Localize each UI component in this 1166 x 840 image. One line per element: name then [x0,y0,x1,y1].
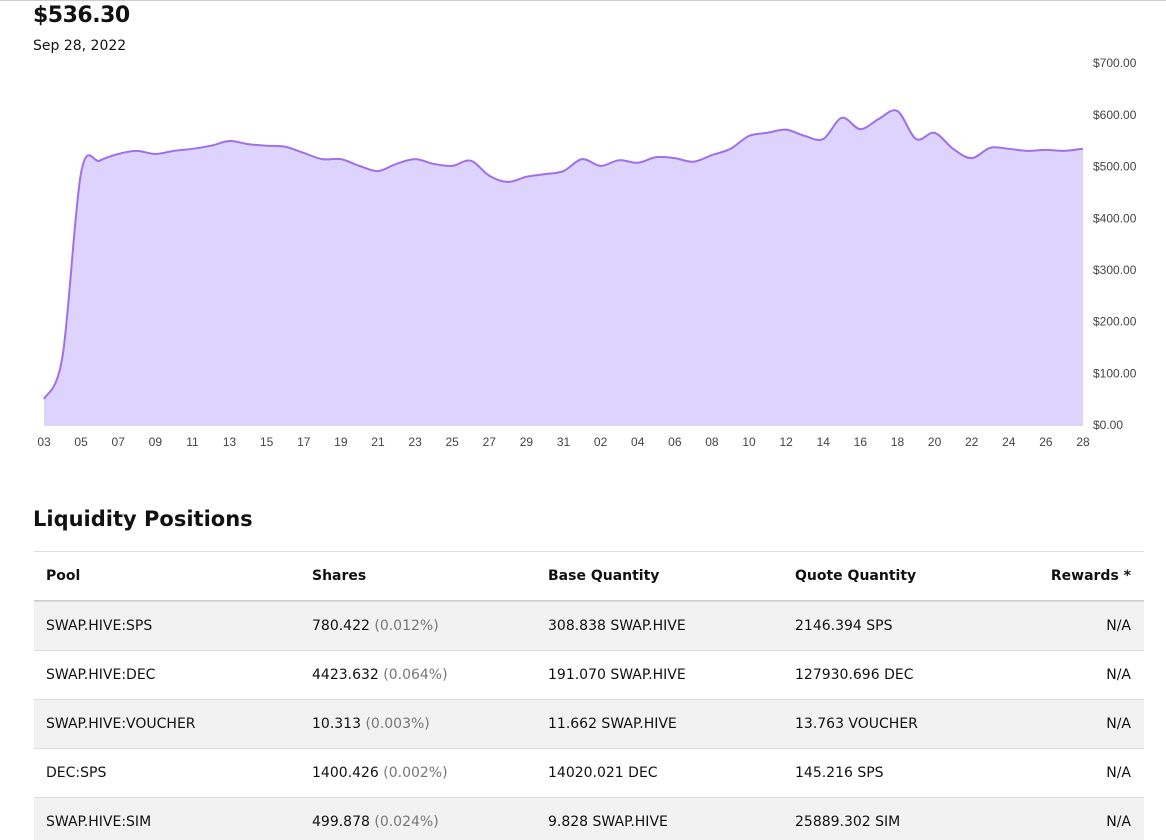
quote-cell: 2146.394 SPS [795,618,893,634]
rewards-cell: N/A [1106,814,1131,830]
x-tick-label: 25 [445,435,459,449]
x-tick-label: 17 [297,435,311,449]
area [44,110,1083,427]
pool-cell: SWAP.HIVE:SPS [46,618,153,634]
chart: $0.00 $100.00 $200.00 $300.00 $400.00 $500.00… [37,56,1137,449]
y-tick-label: $700.00 [1093,56,1137,70]
y-tick-label: $100.00 [1093,366,1137,380]
shares-percent: (0.012%) [374,618,439,634]
x-tick-label: 05 [74,435,88,449]
x-tick-label: 27 [483,435,497,449]
shares-percent: (0.064%) [383,667,448,683]
x-tick-label: 15 [260,435,274,449]
y-tick-label: $500.00 [1093,160,1137,174]
x-tick-label: 23 [408,435,422,449]
table-row: SWAP.HIVE:DEC 4423.632 (0.064%) 191.070 SW… [34,650,1144,699]
x-tick-label: 31 [557,435,571,449]
shares-value: 10.313 [312,716,361,732]
y-tick-label: $0.00 [1093,418,1123,432]
column-header: Shares [312,568,367,584]
x-tick-label: 14 [817,435,831,449]
current-value: $536.30 [33,3,130,28]
base-cell: 191.070 SWAP.HIVE [548,667,686,683]
column-header: Base Quantity [548,568,660,584]
shares-cell: 1400.426 (0.002%) [312,749,448,798]
column-header: Pool [46,568,81,584]
shares-value: 499.878 [312,814,370,830]
base-cell: 308.838 SWAP.HIVE [548,618,686,634]
table-row: SWAP.HIVE:VOUCHER 10.313 (0.003%) 11.662 S… [34,699,1144,748]
current-date: Sep 28, 2022 [33,38,127,54]
x-tick-label: 04 [631,435,645,449]
rewards-cell: N/A [1106,667,1131,683]
x-tick-label: 19 [334,435,348,449]
header-row: Pool Shares Base Quantity Quote Quantity Rew… [34,551,1144,601]
x-tick-label: 02 [594,435,608,449]
rewards-cell: N/A [1106,765,1131,781]
x-tick-label: 28 [1076,435,1090,449]
shares-cell: 499.878 (0.024%) [312,798,439,840]
shares-percent: (0.002%) [383,765,448,781]
quote-cell: 13.763 VOUCHER [795,716,918,732]
column-header: Rewards * [1050,568,1131,584]
x-tick-label: 06 [668,435,682,449]
rewards-cell: N/A [1106,716,1131,732]
pool-cell: SWAP.HIVE:DEC [46,667,156,683]
y-tick-label: $400.00 [1093,211,1137,225]
shares-value: 780.422 [312,618,370,634]
shares-value: 4423.632 [312,667,379,683]
section-title: Liquidity Positions [33,507,253,531]
table-row: SWAP.HIVE:SPS 780.422 (0.012%) 308.838 SWA… [34,601,1144,650]
base-cell: 11.662 SWAP.HIVE [548,716,677,732]
quote-cell: 25889.302 SIM [795,814,901,830]
positions-table: Pool Shares Base Quantity Quote Quantity Rew… [34,551,1144,840]
quote-cell: 145.216 SPS [795,765,884,781]
x-tick-label: 12 [779,435,793,449]
shares-cell: 10.313 (0.003%) [312,700,430,749]
pool-cell: DEC:SPS [46,765,107,781]
x-tick-label: 13 [223,435,237,449]
x-tick-label: 07 [112,435,126,449]
shares-cell: 4423.632 (0.064%) [312,651,448,700]
x-tick-label: 20 [928,435,942,449]
x-tick-label: 11 [186,435,199,449]
x-tick-label: 18 [891,435,905,449]
x-tick-label: 16 [854,435,868,449]
shares-value: 1400.426 [312,765,379,781]
x-tick-label: 03 [37,435,51,449]
shares-percent: (0.024%) [374,814,439,830]
shares-cell: 780.422 (0.012%) [312,602,439,651]
base-cell: 9.828 SWAP.HIVE [548,814,668,830]
x-tick-label: 22 [965,435,979,449]
pool-cell: SWAP.HIVE:SIM [46,814,152,830]
x-tick-label: 10 [742,435,756,449]
y-tick-label: $200.00 [1093,315,1137,329]
base-cell: 14020.021 DEC [548,765,658,781]
pool-cell: SWAP.HIVE:VOUCHER [46,716,196,732]
line [43,109,1084,400]
table-row: DEC:SPS 1400.426 (0.002%) 14020.021 DEC 145… [34,748,1144,797]
rewards-cell: N/A [1106,618,1131,634]
table-row: SWAP.HIVE:SIM 499.878 (0.024%) 9.828 SWAP.… [34,797,1144,840]
x-tick-label: 24 [1002,435,1016,449]
shares-percent: (0.003%) [365,716,430,732]
x-tick-label: 29 [520,435,534,449]
y-tick-label: $600.00 [1093,108,1137,122]
y-tick-label: $300.00 [1093,263,1137,277]
column-header: Quote Quantity [795,568,917,584]
x-tick-label: 09 [149,435,163,449]
quote-cell: 127930.696 DEC [795,667,914,683]
x-tick-label: 08 [705,435,719,449]
x-tick-label: 21 [371,435,385,449]
x-tick-label: 26 [1039,435,1053,449]
